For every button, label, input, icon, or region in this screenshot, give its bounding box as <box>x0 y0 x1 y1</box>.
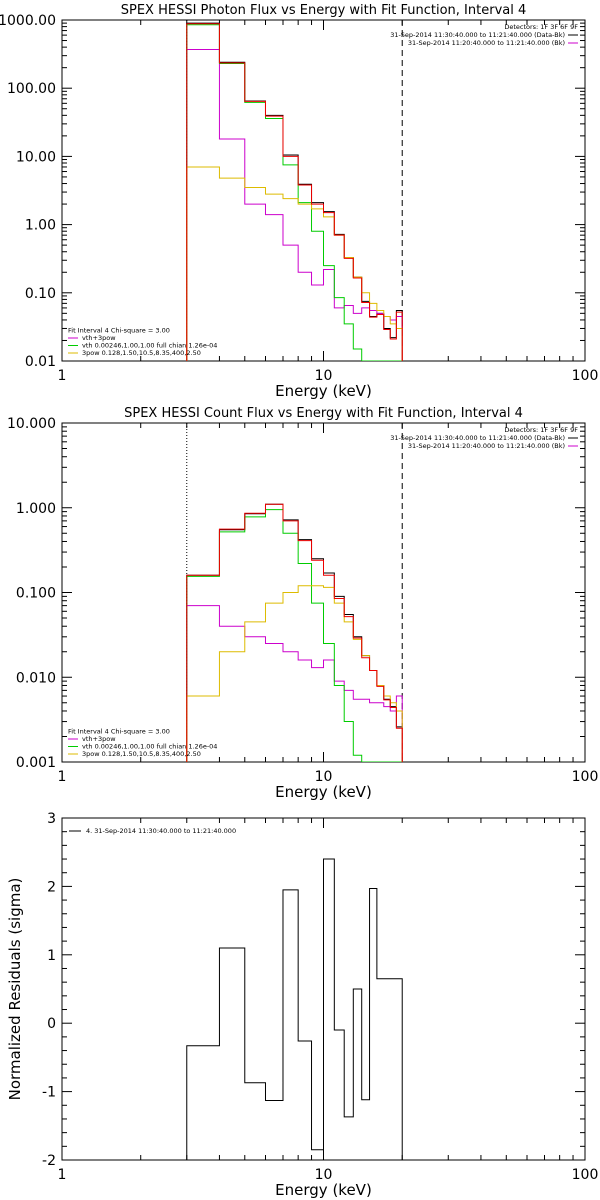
y-tick-label: 2 <box>47 879 56 895</box>
y-tick-label: 0.001 <box>16 755 56 771</box>
chart-title: SPEX HESSI Photon Flux vs Energy with Fi… <box>121 3 527 18</box>
x-tick-label: 10 <box>315 368 333 384</box>
y-tick-label: 10.00 <box>16 149 56 165</box>
legend-entry-label: vth+3pow <box>82 334 116 342</box>
legend-top: 4. 31-Sep-2014 11:30:40.000 to 11:21:40.… <box>69 827 236 835</box>
x-axis-label: Energy (keV) <box>275 382 372 400</box>
legend-entry-label: vth+3pow <box>82 735 116 743</box>
y-tick-label: 100.00 <box>7 81 56 97</box>
legend-entry-label: 3pow 0.128,1.50,10.5,8.35,400,2.50 <box>82 750 201 758</box>
legend-entry-label: 31-Sep-2014 11:30:40.000 to 11:21:40.000… <box>390 434 565 442</box>
x-tick-label: 10 <box>315 769 333 785</box>
x-tick-label: 100 <box>572 1167 599 1183</box>
y-tick-label: -1 <box>42 1085 56 1101</box>
y-tick-label: 10.000 <box>7 416 56 432</box>
chart-title: SPEX HESSI Count Flux vs Energy with Fit… <box>124 406 523 421</box>
plot-frame <box>61 19 586 362</box>
x-axis-label: Energy (keV) <box>275 1181 372 1199</box>
y-tick-label: 1 <box>47 948 56 964</box>
legend-fit-header: Fit Interval 4 Chi-square = 3.00 <box>68 327 170 335</box>
plot-area <box>186 20 403 361</box>
y-tick-label: -2 <box>42 1153 56 1169</box>
x-tick-label: 1 <box>58 769 67 785</box>
plot-area <box>186 858 403 1160</box>
plot-area <box>186 423 403 762</box>
legend-entry-label: 31-Sep-2014 11:20:40.000 to 11:21:40.000… <box>408 442 565 450</box>
chart-panel-1: SPEX HESSI Photon Flux vs Energy with Fi… <box>0 3 598 400</box>
y-tick-label: 0.010 <box>16 670 56 686</box>
x-tick-label: 100 <box>572 368 599 384</box>
series-4-31-sep-2014-11-30-40-000-to-11-21-40-000 <box>186 858 403 1160</box>
legend-entry-label: 31-Sep-2014 11:30:40.000 to 11:21:40.000… <box>390 31 565 39</box>
x-tick-label: 1 <box>58 1167 67 1183</box>
legend-entry-label: vth 0.00246,1.00,1.00 full chian 1.26e-0… <box>82 743 217 751</box>
series-vth-3pow <box>186 23 403 361</box>
legend-entry-label: 31-Sep-2014 11:20:40.000 to 11:21:40.000… <box>408 39 565 47</box>
x-tick-label: 1 <box>58 368 67 384</box>
legend-entry-label: vth 0.00246,1.00,1.00 full chian 1.26e-0… <box>82 342 217 350</box>
y-tick-label: 0.10 <box>25 286 56 302</box>
y-tick-label: 0.100 <box>16 586 56 602</box>
y-tick-label: 1000.00 <box>0 13 56 29</box>
x-tick-label: 100 <box>572 769 599 785</box>
legend-fit-header: Fit Interval 4 Chi-square = 3.00 <box>68 728 170 736</box>
x-axis-label: Energy (keV) <box>275 783 372 801</box>
chart-panel-2: SPEX HESSI Count Flux vs Energy with Fit… <box>7 406 598 801</box>
legend-entry-label: 3pow 0.128,1.50,10.5,8.35,400,2.50 <box>82 349 201 357</box>
y-tick-label: 0.01 <box>25 354 56 370</box>
legend-bottom: Fit Interval 4 Chi-square = 3.00vth+3pow… <box>68 728 217 758</box>
y-tick-label: 1.000 <box>16 501 56 517</box>
y-tick-label: 1.00 <box>25 218 56 234</box>
y-tick-label: 0 <box>47 1016 56 1032</box>
plot-frame <box>61 422 586 763</box>
y-tick-label: 3 <box>47 811 56 827</box>
x-tick-label: 10 <box>315 1167 333 1183</box>
legend-entry-label: 4. 31-Sep-2014 11:30:40.000 to 11:21:40.… <box>86 827 236 835</box>
series-vth-3pow <box>186 503 403 762</box>
legend-header: Detectors: 1F 3F 6F 9F <box>504 426 578 434</box>
legend-header: Detectors: 1F 3F 6F 9F <box>504 23 578 31</box>
series-3pow <box>186 166 403 361</box>
y-axis-label: Normalized Residuals (sigma) <box>6 878 24 1101</box>
legend-bottom: Fit Interval 4 Chi-square = 3.00vth+3pow… <box>68 327 217 357</box>
